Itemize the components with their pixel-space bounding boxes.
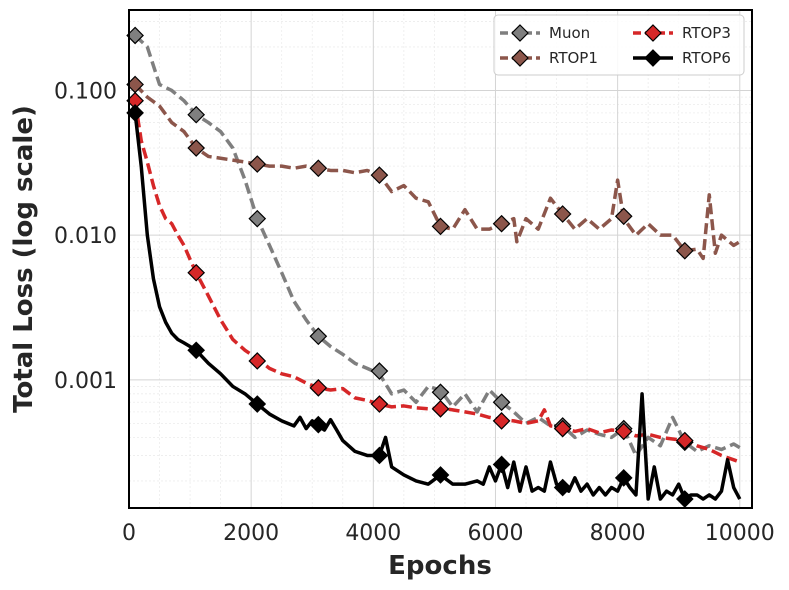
data-point-muon <box>492 393 511 412</box>
data-point-muon <box>187 105 206 124</box>
data-point-rtop3 <box>492 412 511 430</box>
plot-frame <box>128 9 753 509</box>
x-tick-label: 10000 <box>705 521 775 546</box>
legend-label-muon: Muon <box>549 24 590 42</box>
data-point-rtop1 <box>370 166 389 184</box>
data-point-rtop3 <box>675 431 694 450</box>
data-point-rtop6 <box>492 455 511 474</box>
data-point-rtop6 <box>370 446 389 465</box>
data-point-rtop3 <box>553 419 572 438</box>
legend-marker-rtop6 <box>644 49 662 67</box>
y-axis-title: Total Loss (log scale) <box>9 105 39 413</box>
data-point-rtop6 <box>553 478 572 497</box>
x-tick-label: 6000 <box>467 521 523 546</box>
legend-label-rtop3: RTOP3 <box>682 24 731 42</box>
legend-label-rtop6: RTOP6 <box>682 49 731 67</box>
data-point-rtop1 <box>187 139 206 157</box>
data-point-rtop3 <box>309 378 328 397</box>
legend-box <box>493 14 745 76</box>
data-point-rtop3 <box>187 263 206 282</box>
legend: Muon RTOP1 RTOP3 RTOP6 <box>493 14 745 76</box>
legend-marker-muon <box>511 24 529 42</box>
data-point-muon <box>248 209 267 228</box>
y-tick-label: 0.010 <box>54 224 117 249</box>
data-point-muon <box>370 362 389 380</box>
tick-labels: 0 2000 4000 6000 8000 10000 0.001 0.010 0.100 <box>54 79 775 546</box>
legend-marker-rtop3 <box>644 24 662 42</box>
series-line-rtop1 <box>133 83 741 261</box>
grid-lines <box>128 10 752 508</box>
data-point-rtop6 <box>248 395 267 413</box>
data-point-rtop6 <box>187 341 206 360</box>
data-point-rtop1 <box>431 217 450 236</box>
data-point-rtop1 <box>248 155 267 173</box>
x-tick-label: 8000 <box>590 521 646 546</box>
data-point-rtop3 <box>614 422 633 441</box>
x-tick-label: 0 <box>122 521 136 546</box>
data-point-rtop3 <box>370 395 389 413</box>
x-tick-label: 4000 <box>345 521 401 546</box>
data-point-rtop6 <box>614 469 633 487</box>
data-point-muon <box>309 327 328 346</box>
data-point-rtop1 <box>614 207 633 226</box>
legend-entry-rtop1: RTOP1 <box>500 49 598 67</box>
y-tick-label: 0.100 <box>54 79 117 104</box>
data-point-rtop1 <box>309 159 328 178</box>
series-line-rtop6 <box>133 112 742 501</box>
y-tick-label: 0.001 <box>54 369 117 394</box>
x-axis-title: Epochs <box>388 551 492 581</box>
legend-label-rtop1: RTOP1 <box>549 49 598 67</box>
series-markers <box>126 26 694 508</box>
data-point-rtop1 <box>553 205 572 223</box>
data-point-rtop3 <box>431 399 450 418</box>
legend-entry-muon: Muon <box>500 24 590 42</box>
legend-entry-rtop6: RTOP6 <box>633 49 731 67</box>
data-point-rtop6 <box>431 466 450 484</box>
data-point-rtop1 <box>675 241 694 260</box>
legend-marker-rtop1 <box>511 49 529 67</box>
data-point-rtop3 <box>248 352 267 370</box>
data-point-rtop6 <box>309 415 328 434</box>
x-tick-label: 2000 <box>223 521 279 546</box>
legend-entry-rtop3: RTOP3 <box>633 24 731 42</box>
data-point-rtop1 <box>492 214 511 233</box>
